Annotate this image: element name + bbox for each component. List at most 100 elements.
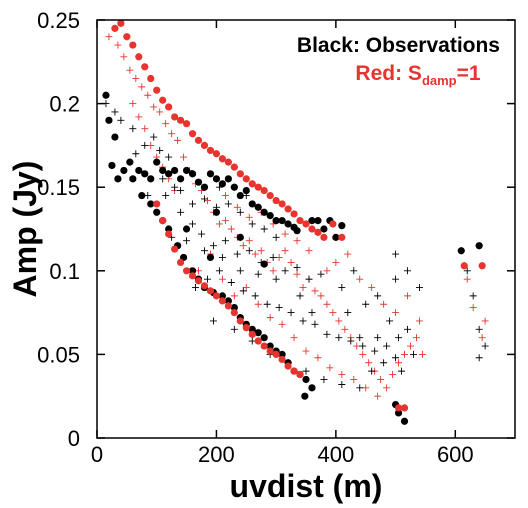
- y-tick-label: 0.1: [49, 259, 80, 284]
- data-point: [457, 247, 465, 255]
- data-point-cross: [111, 108, 119, 116]
- data-point: [171, 166, 179, 175]
- data-point-cross: [209, 242, 217, 250]
- data-point-cross: [260, 225, 268, 233]
- data-point: [188, 170, 197, 178]
- data-point: [478, 262, 486, 270]
- data-point-cross: [254, 270, 262, 278]
- data-point-cross: [263, 300, 271, 308]
- data-point: [224, 158, 232, 166]
- data-point-cross: [398, 367, 406, 375]
- data-point: [260, 208, 268, 216]
- data-point: [206, 170, 215, 178]
- data-point-cross: [156, 108, 164, 116]
- data-point-cross: [299, 317, 307, 325]
- data-point-cross: [209, 317, 217, 325]
- data-point: [117, 19, 125, 27]
- y-tick-label: 0.15: [37, 175, 80, 200]
- data-point-cross: [362, 300, 370, 308]
- data-point-cross: [248, 220, 256, 228]
- data-point-cross: [359, 342, 367, 350]
- data-point-cross: [418, 350, 426, 358]
- data-point-cross: [269, 253, 277, 261]
- data-point: [284, 362, 292, 370]
- data-point-cross: [230, 292, 238, 300]
- data-point-cross: [242, 284, 250, 292]
- data-point-cross: [177, 208, 185, 216]
- data-point: [284, 205, 292, 213]
- data-point-cross: [344, 309, 352, 317]
- data-point-cross: [141, 125, 149, 133]
- y-tick-label: 0: [68, 426, 80, 451]
- x-tick-labels: 0 200 400 600: [91, 442, 474, 467]
- data-point: [102, 91, 110, 99]
- data-point-cross: [329, 309, 337, 317]
- data-point: [182, 120, 191, 128]
- data-point: [266, 347, 274, 355]
- data-point: [284, 220, 292, 228]
- data-point-cross: [227, 225, 235, 233]
- data-point: [224, 175, 232, 183]
- data-point-cross: [221, 217, 229, 225]
- data-point-cross: [281, 267, 289, 275]
- data-point: [242, 175, 250, 183]
- data-point: [475, 242, 483, 250]
- data-point-cross: [189, 200, 197, 208]
- data-point-cross: [380, 359, 388, 367]
- data-point-cross: [200, 247, 208, 255]
- data-point-cross: [162, 192, 170, 200]
- data-point: [200, 282, 209, 290]
- data-point-cross: [475, 325, 483, 333]
- data-point: [123, 33, 131, 41]
- data-point-cross: [341, 325, 349, 333]
- data-point: [224, 302, 232, 310]
- data-point-cross: [132, 75, 140, 83]
- data-point-cross: [129, 100, 137, 108]
- data-point-cross: [317, 270, 325, 278]
- data-point: [278, 217, 286, 225]
- data-point-cross: [308, 309, 316, 317]
- legend: Black: Observations Red: Sdamp=1: [297, 34, 500, 88]
- data-point-cross: [135, 113, 143, 121]
- data-point-cross: [254, 300, 262, 308]
- data-point-cross: [239, 287, 247, 295]
- data-point-cross: [138, 83, 146, 91]
- data-point-cross: [383, 384, 391, 392]
- data-point: [159, 96, 167, 104]
- data-point: [194, 277, 203, 285]
- data-point: [147, 175, 155, 183]
- data-point: [177, 116, 185, 124]
- data-point-cross: [359, 350, 367, 358]
- data-point: [236, 170, 244, 178]
- data-point-cross: [368, 367, 376, 375]
- data-point-cross: [203, 197, 211, 205]
- data-point: [293, 227, 301, 235]
- data-point-cross: [323, 267, 331, 275]
- data-point: [159, 217, 167, 225]
- data-point: [188, 267, 197, 275]
- data-point-cross: [275, 253, 283, 261]
- data-point-cross: [404, 267, 412, 275]
- data-point-cross: [245, 213, 253, 221]
- data-point-cross: [347, 337, 355, 345]
- data-point-cross: [415, 317, 423, 325]
- y-tick-label: 0.2: [49, 92, 80, 117]
- data-point-cross: [227, 279, 235, 287]
- data-point: [135, 53, 143, 61]
- data-point: [248, 325, 256, 333]
- data-point-cross: [233, 250, 241, 258]
- data-point-cross: [386, 317, 394, 325]
- data-point-cross: [395, 359, 403, 367]
- data-point-cross: [305, 275, 313, 283]
- data-point: [296, 370, 304, 379]
- data-point: [314, 217, 322, 225]
- data-point-cross: [401, 350, 409, 358]
- data-point-cross: [218, 275, 226, 283]
- data-point-cross: [168, 130, 176, 138]
- data-point: [188, 130, 197, 138]
- data-point: [111, 133, 119, 141]
- data-point: [290, 210, 298, 218]
- data-point: [108, 161, 116, 170]
- data-point: [212, 208, 221, 216]
- data-point: [212, 292, 221, 300]
